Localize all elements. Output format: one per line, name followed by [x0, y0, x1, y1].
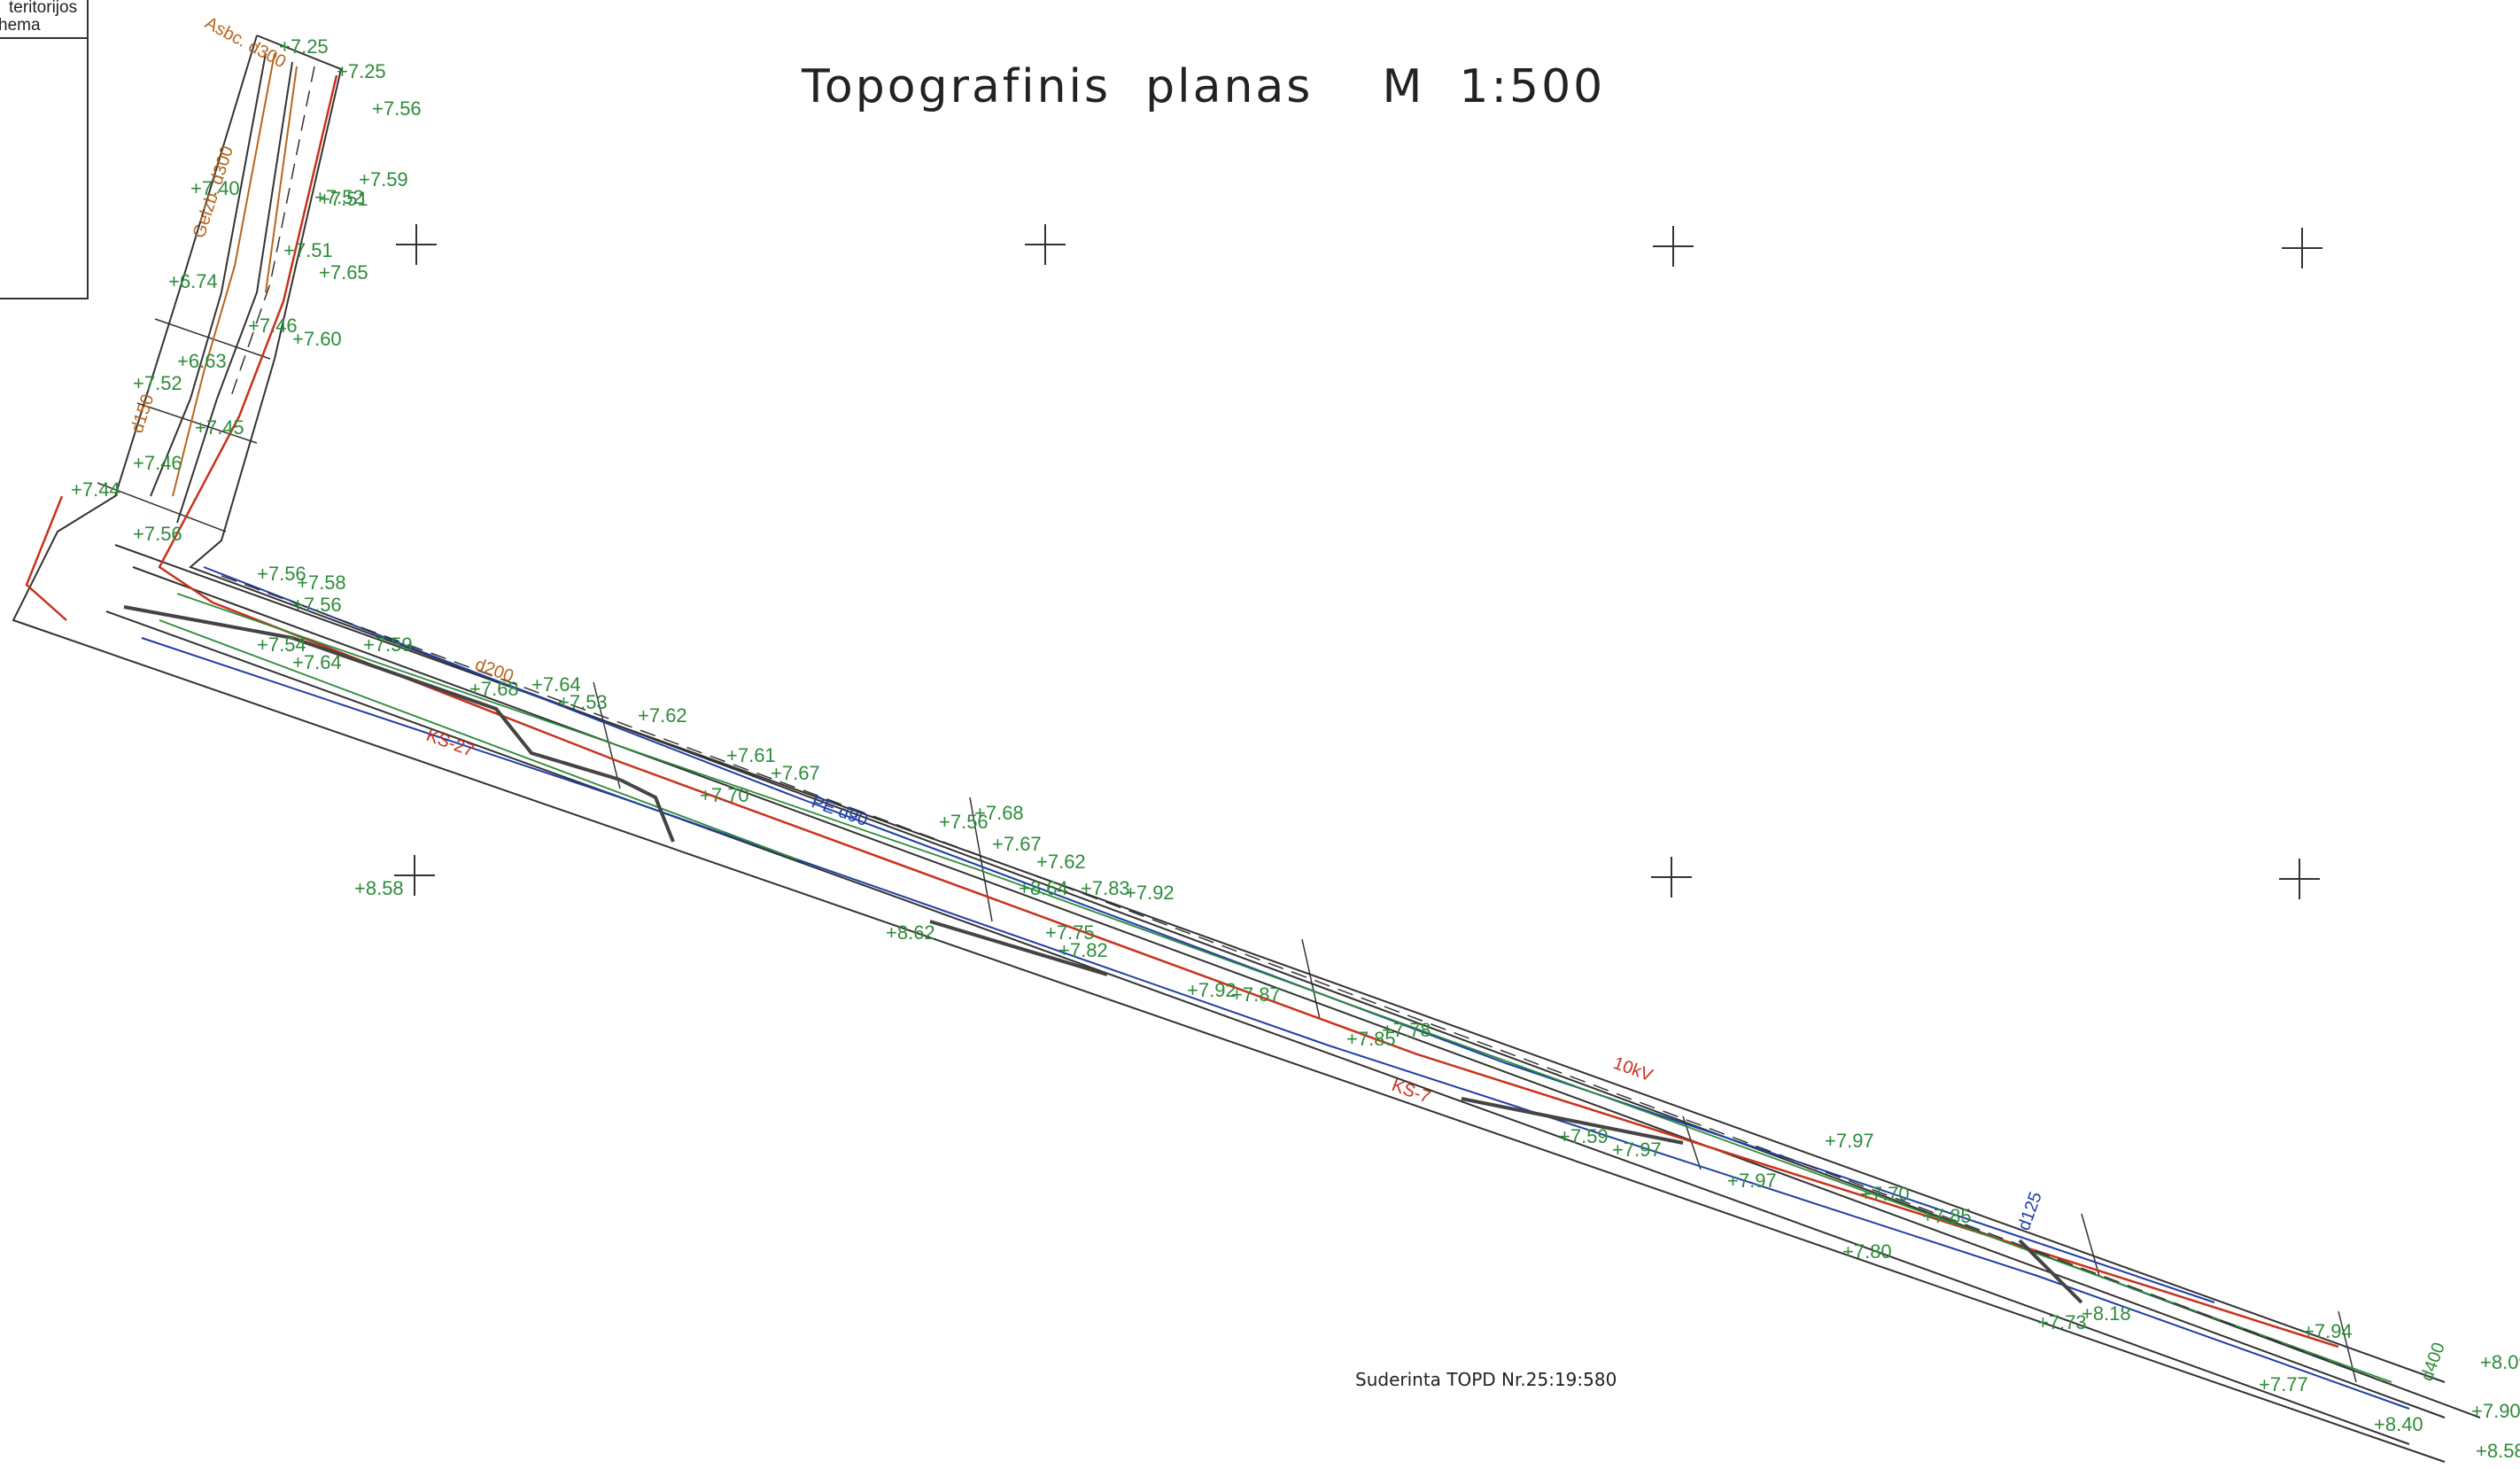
elevation-label: +7.59: [359, 168, 408, 190]
elevation-label: +8.58: [2476, 1440, 2520, 1462]
elevation-label: +8.09: [2480, 1351, 2520, 1373]
label-d125: d125: [2014, 1189, 2046, 1232]
elevation-label: +7.40: [190, 177, 240, 199]
plan-title: Topografinis planas M 1:500: [802, 60, 1606, 113]
elevation-label: +7.56: [133, 523, 182, 545]
elevation-label: +7.80: [1842, 1240, 1892, 1263]
elevation-label: +7.64: [292, 651, 342, 673]
elevation-label: +7.92: [1187, 979, 1237, 1001]
label-d400: d400: [2417, 1340, 2449, 1383]
elevation-label: +8.18: [2082, 1302, 2131, 1325]
elevation-label: +7.70: [700, 784, 749, 806]
legend-divider: [0, 37, 87, 39]
elevation-label: +7.25: [337, 60, 386, 82]
grid-crosses: [394, 224, 2322, 899]
water-line-blue: [141, 566, 2410, 1410]
elevation-label: +7.59: [1559, 1125, 1609, 1147]
label-pe: PE d90: [809, 792, 870, 830]
elevation-label: +6.63: [177, 350, 227, 372]
elevation-label: +7.82: [1058, 939, 1108, 961]
legend-box: teritorijos hema: [0, 0, 89, 299]
elevation-label: +8.58: [354, 877, 404, 899]
elevation-label: +7.70: [1860, 1183, 1910, 1205]
elevation-label: +7.51: [319, 188, 368, 210]
axis-dashed: [221, 66, 2410, 1392]
cross-lines: [97, 318, 2357, 1383]
corridor-outline: [12, 35, 2481, 1463]
elevation-label: +7.85: [1922, 1205, 1972, 1227]
elevation-label: +7.68: [974, 802, 1024, 824]
elevation-label: +7.97: [1825, 1130, 1874, 1152]
elevation-label: +7.52: [314, 186, 364, 208]
elevation-label: +7.60: [292, 328, 342, 350]
elevation-label: +8.62: [886, 921, 935, 944]
elevation-label: +7.62: [638, 704, 687, 727]
elevation-label: +7.56: [292, 594, 342, 616]
elevation-label: +7.83: [1081, 877, 1130, 899]
elevation-label: +7.56: [939, 811, 989, 833]
elevation-label: +7.53: [558, 691, 608, 713]
legend-line-1: teritorijos: [9, 0, 78, 17]
elevation-label: +7.77: [2259, 1373, 2308, 1395]
label-kv: 10kV: [1610, 1053, 1655, 1085]
elevation-label: +7.62: [1036, 851, 1086, 873]
elevation-label: +7.52: [133, 372, 182, 394]
elevation-label: +7.64: [531, 673, 581, 696]
elevation-label: +7.45: [195, 416, 244, 439]
elevation-label: +7.46: [133, 452, 182, 474]
elevation-label: +7.97: [1612, 1139, 1662, 1161]
approval-stamp: Suderinta TOPD Nr.25:19:580: [1355, 1369, 1617, 1390]
elevation-label: +8.40: [2374, 1413, 2423, 1435]
elevation-label: +7.67: [771, 762, 820, 784]
road-curbs: [123, 605, 2083, 1304]
label-ks7: KS-7: [1389, 1076, 1432, 1108]
elevation-label: +7.67: [992, 833, 1042, 855]
elevation-label: +7.54: [257, 633, 306, 656]
elevation-label: +7.65: [319, 261, 368, 284]
elevation-label: +7.44: [71, 478, 120, 501]
elevation-label: +7.51: [283, 239, 333, 261]
elevation-label: +7.94: [2303, 1320, 2353, 1342]
elevation-label: +7.68: [469, 678, 519, 700]
elevation-label: +7.56: [257, 563, 306, 585]
elevation-label: +7.85: [1346, 1028, 1396, 1050]
elevation-label: +7.78: [1382, 1019, 1431, 1041]
elevation-label: +7.90: [2471, 1400, 2520, 1422]
label-ks27: KS-27: [423, 726, 477, 761]
elevation-label: +7.56: [372, 97, 422, 120]
elevation-label: +7.59: [363, 633, 413, 656]
elevation-label: +7.46: [248, 315, 298, 337]
label-d150: d150: [128, 392, 159, 435]
elevation-label: +8.64: [1019, 877, 1068, 899]
elevation-label: +7.87: [1231, 983, 1281, 1006]
gas-line-red: [25, 74, 2339, 1349]
elevation-label: +7.61: [726, 744, 776, 766]
elevation-label: +7.73: [2037, 1311, 2087, 1333]
elevation-label: +7.97: [1727, 1170, 1777, 1192]
sewer-line-orange: [172, 52, 298, 497]
elevation-label: +7.75: [1045, 921, 1095, 944]
cable-line-green: [159, 593, 2392, 1383]
legend-line-2: hema: [0, 16, 41, 35]
elevation-label: +7.92: [1125, 882, 1175, 904]
elevation-marks: +7.25+7.25+7.56+7.59+7.40 +7.52+7.51+7.51…: [71, 35, 2520, 1462]
elevation-label: +6.74: [168, 270, 218, 292]
elevation-label: +7.58: [297, 571, 346, 594]
elevation-label: +7.25: [279, 35, 329, 58]
